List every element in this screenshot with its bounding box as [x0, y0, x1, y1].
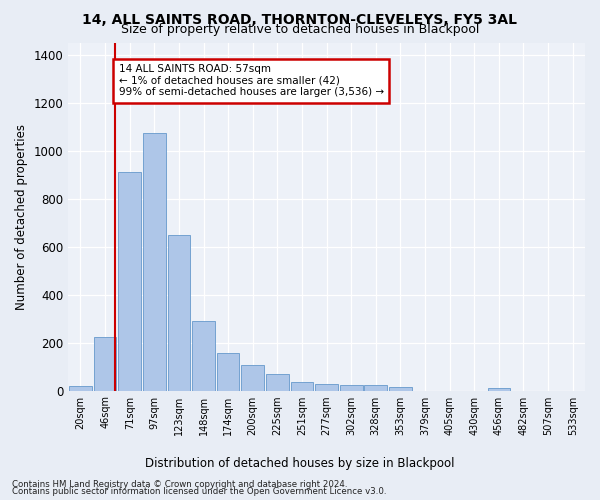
- Text: 14, ALL SAINTS ROAD, THORNTON-CLEVELEYS, FY5 3AL: 14, ALL SAINTS ROAD, THORNTON-CLEVELEYS,…: [83, 12, 517, 26]
- Text: Size of property relative to detached houses in Blackpool: Size of property relative to detached ho…: [121, 22, 479, 36]
- Bar: [340, 384, 362, 390]
- Bar: [389, 387, 412, 390]
- Bar: [217, 354, 239, 391]
- Bar: [94, 336, 116, 390]
- Bar: [315, 384, 338, 390]
- Bar: [118, 172, 141, 390]
- Bar: [241, 366, 264, 390]
- Bar: [69, 386, 92, 390]
- Bar: [143, 132, 166, 390]
- Text: 14 ALL SAINTS ROAD: 57sqm
← 1% of detached houses are smaller (42)
99% of semi-d: 14 ALL SAINTS ROAD: 57sqm ← 1% of detach…: [119, 64, 384, 98]
- Text: Contains public sector information licensed under the Open Government Licence v3: Contains public sector information licen…: [12, 487, 386, 496]
- Text: Contains HM Land Registry data © Crown copyright and database right 2024.: Contains HM Land Registry data © Crown c…: [12, 480, 347, 489]
- Bar: [266, 374, 289, 390]
- Bar: [364, 386, 387, 390]
- Text: Distribution of detached houses by size in Blackpool: Distribution of detached houses by size …: [145, 458, 455, 470]
- Bar: [167, 234, 190, 390]
- Y-axis label: Number of detached properties: Number of detached properties: [15, 124, 28, 310]
- Bar: [290, 382, 313, 390]
- Bar: [488, 388, 510, 390]
- Bar: [192, 321, 215, 390]
